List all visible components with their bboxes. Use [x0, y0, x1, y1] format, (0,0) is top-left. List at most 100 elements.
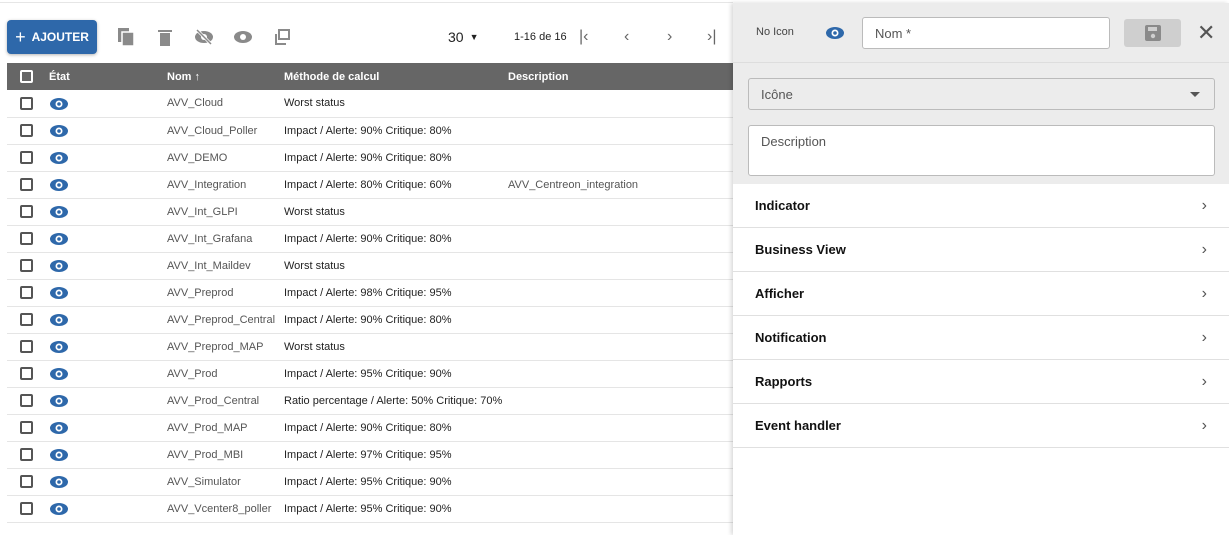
select-all-checkbox[interactable] — [20, 70, 33, 83]
table-row[interactable]: AVV_Int_Maildev Worst status — [7, 252, 733, 280]
row-checkbox[interactable] — [20, 313, 33, 326]
eye-icon[interactable] — [49, 395, 69, 411]
row-checkbox[interactable] — [20, 286, 33, 299]
save-icon — [1144, 25, 1161, 41]
eye-icon[interactable] — [49, 503, 69, 519]
table-row[interactable]: AVV_Prod_MAP Impact / Alerte: 90% Critiq… — [7, 414, 733, 442]
row-description — [508, 468, 733, 496]
caret-down-icon: ▼ — [469, 32, 479, 42]
row-checkbox[interactable] — [20, 124, 33, 137]
name-input[interactable]: Nom * — [862, 17, 1110, 49]
eye-icon[interactable] — [49, 422, 69, 438]
row-description — [508, 495, 733, 523]
eye-icon[interactable] — [49, 341, 69, 357]
col-nom[interactable]: Nom ↑ — [167, 63, 284, 90]
row-checkbox[interactable] — [20, 151, 33, 164]
eye-icon[interactable] — [49, 260, 69, 276]
delete-icon[interactable] — [155, 27, 175, 47]
eye-icon[interactable] — [49, 125, 69, 141]
accordion-section[interactable]: Rapports › — [733, 360, 1229, 404]
table-row[interactable]: AVV_Cloud Worst status — [7, 90, 733, 118]
eye-icon[interactable] — [49, 152, 69, 168]
eye-off-icon[interactable] — [194, 27, 214, 47]
table-row[interactable]: AVV_Cloud_Poller Impact / Alerte: 90% Cr… — [7, 117, 733, 145]
col-etat[interactable]: État — [49, 63, 167, 90]
accordion-section[interactable]: Business View › — [733, 228, 1229, 272]
row-checkbox[interactable] — [20, 259, 33, 272]
row-checkbox[interactable] — [20, 367, 33, 380]
row-method: Impact / Alerte: 80% Critique: 60% — [284, 171, 508, 199]
accordion-section[interactable]: Event handler › — [733, 404, 1229, 448]
table-row[interactable]: AVV_DEMO Impact / Alerte: 90% Critique: … — [7, 144, 733, 172]
table-row[interactable]: AVV_Prod_Central Ratio percentage / Aler… — [7, 387, 733, 415]
accordion-section[interactable]: Indicator › — [733, 184, 1229, 228]
row-checkbox[interactable] — [20, 394, 33, 407]
eye-icon[interactable] — [49, 206, 69, 222]
per-page-select[interactable]: 30 ▼ — [448, 29, 479, 45]
eye-icon[interactable] — [49, 368, 69, 384]
row-name: AVV_Prod — [167, 360, 284, 388]
col-description[interactable]: Description — [508, 63, 733, 90]
section-title: Indicator — [755, 198, 810, 213]
row-name: AVV_Preprod_MAP — [167, 333, 284, 361]
row-name: AVV_Int_GLPI — [167, 198, 284, 226]
row-checkbox[interactable] — [20, 421, 33, 434]
eye-icon[interactable] — [49, 449, 69, 465]
pagination-range: 1-16 de 16 — [514, 31, 567, 43]
row-method: Ratio percentage / Alerte: 50% Critique:… — [284, 387, 508, 415]
close-icon[interactable]: ✕ — [1197, 20, 1216, 45]
row-description — [508, 117, 733, 145]
prev-page-icon[interactable]: ‹ — [624, 28, 630, 45]
accordion-section[interactable]: Notification › — [733, 316, 1229, 360]
section-title: Rapports — [755, 374, 813, 389]
col-methode[interactable]: Méthode de calcul — [284, 63, 508, 90]
eye-icon[interactable] — [49, 314, 69, 330]
row-checkbox[interactable] — [20, 232, 33, 245]
table-row[interactable]: AVV_Preprod Impact / Alerte: 98% Critiqu… — [7, 279, 733, 307]
data-table: État Nom ↑ Méthode de calcul Description… — [7, 63, 733, 523]
row-checkbox[interactable] — [20, 96, 33, 110]
save-button[interactable] — [1124, 19, 1181, 47]
row-name: AVV_DEMO — [167, 144, 284, 172]
table-row[interactable]: AVV_Prod Impact / Alerte: 95% Critique: … — [7, 360, 733, 388]
last-page-icon[interactable]: ›| — [707, 28, 717, 45]
accordion-section[interactable]: Afficher › — [733, 272, 1229, 316]
row-description — [508, 387, 733, 415]
first-page-icon[interactable]: |‹ — [579, 28, 589, 45]
table-row[interactable]: AVV_Int_Grafana Impact / Alerte: 90% Cri… — [7, 225, 733, 253]
row-name: AVV_Preprod — [167, 279, 284, 307]
table-row[interactable]: AVV_Simulator Impact / Alerte: 95% Criti… — [7, 468, 733, 496]
row-checkbox[interactable] — [20, 205, 33, 218]
row-method: Impact / Alerte: 95% Critique: 90% — [284, 495, 508, 523]
next-page-icon[interactable]: › — [667, 28, 673, 45]
eye-icon[interactable] — [825, 26, 845, 45]
eye-icon[interactable] — [49, 97, 69, 114]
table-row[interactable]: AVV_Prod_MBI Impact / Alerte: 97% Critiq… — [7, 441, 733, 469]
duplicate-icon[interactable] — [116, 27, 136, 47]
row-name: AVV_Preprod_Central — [167, 306, 284, 334]
table-row[interactable]: AVV_Int_GLPI Worst status — [7, 198, 733, 226]
eye-icon[interactable] — [49, 476, 69, 492]
multi-edit-icon[interactable] — [272, 27, 292, 47]
add-button[interactable]: + AJOUTER — [7, 20, 97, 54]
per-page-value: 30 — [448, 29, 464, 45]
eye-icon[interactable] — [49, 179, 69, 195]
eye-icon[interactable] — [233, 27, 253, 47]
row-checkbox[interactable] — [20, 475, 33, 488]
divider — [0, 2, 733, 3]
row-checkbox[interactable] — [20, 178, 33, 191]
row-checkbox[interactable] — [20, 340, 33, 353]
icon-select[interactable]: Icône — [748, 78, 1215, 110]
section-title: Afficher — [755, 286, 805, 301]
row-description — [508, 90, 733, 118]
row-checkbox[interactable] — [20, 448, 33, 461]
row-checkbox[interactable] — [20, 502, 33, 515]
table-row[interactable]: AVV_Integration Impact / Alerte: 80% Cri… — [7, 171, 733, 199]
eye-icon[interactable] — [49, 233, 69, 249]
table-row[interactable]: AVV_Preprod_Central Impact / Alerte: 90%… — [7, 306, 733, 334]
table-row[interactable]: AVV_Preprod_MAP Worst status — [7, 333, 733, 361]
eye-icon[interactable] — [49, 287, 69, 303]
table-row[interactable]: AVV_Vcenter8_poller Impact / Alerte: 95%… — [7, 495, 733, 523]
description-input[interactable]: Description — [748, 125, 1215, 176]
section-title: Business View — [755, 242, 846, 257]
